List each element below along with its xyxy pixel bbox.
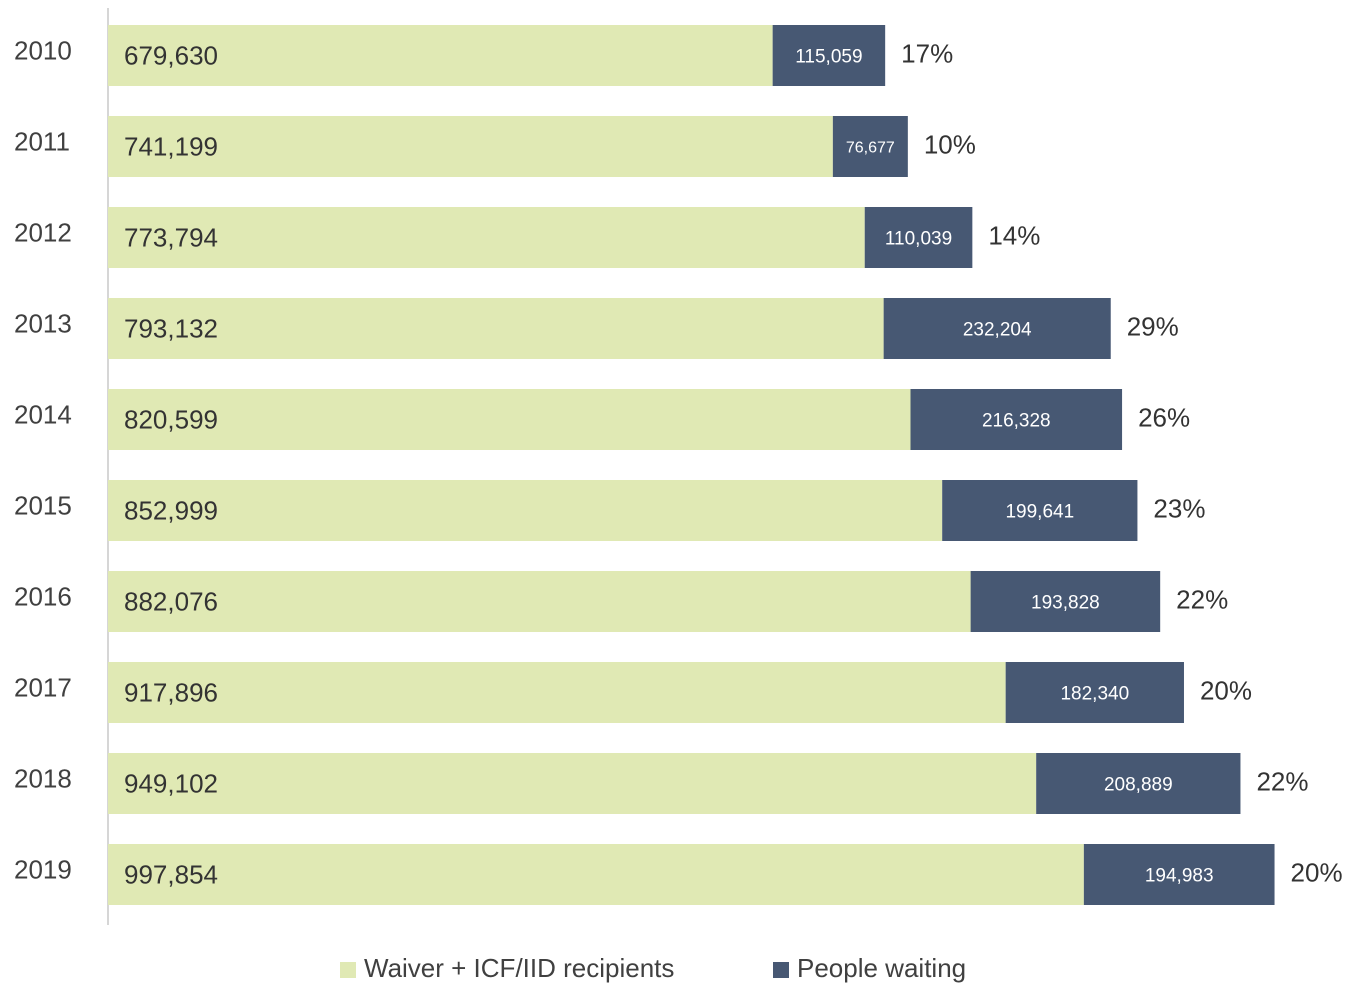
percent-label: 29% <box>1127 311 1179 341</box>
y-tick-label: 2014 <box>14 399 72 429</box>
value-label: 949,102 <box>124 768 218 798</box>
value-label: 193,828 <box>1031 593 1100 614</box>
bar-segment <box>108 389 911 450</box>
y-tick-label: 2013 <box>14 308 72 338</box>
bar-segment <box>108 571 971 632</box>
bar-segment <box>108 207 865 268</box>
value-label: 741,199 <box>124 131 218 161</box>
bar-segment <box>108 662 1006 723</box>
value-label: 793,132 <box>124 313 218 343</box>
percent-label: 14% <box>988 220 1040 250</box>
y-tick-label: 2010 <box>14 35 72 65</box>
y-tick-label: 2015 <box>14 490 72 520</box>
value-label: 194,983 <box>1145 866 1214 887</box>
bar-segment <box>108 753 1037 814</box>
percent-label: 10% <box>924 129 976 159</box>
value-label: 110,039 <box>885 229 952 250</box>
value-label: 997,854 <box>124 859 218 889</box>
y-tick-label: 2018 <box>14 763 72 793</box>
bar-segment <box>108 844 1084 905</box>
value-label: 232,204 <box>963 320 1032 341</box>
bar-segment <box>942 480 1138 541</box>
bar-segment <box>883 298 1111 359</box>
percent-label: 22% <box>1256 766 1308 796</box>
y-tick-label: 2019 <box>14 854 72 884</box>
percent-label: 20% <box>1200 675 1252 705</box>
percent-label: 26% <box>1138 402 1190 432</box>
percent-label: 20% <box>1291 857 1343 887</box>
legend-label: Waiver + ICF/IID recipients <box>364 953 674 983</box>
y-tick-label: 2012 <box>14 217 72 247</box>
legend-label: People waiting <box>797 953 966 983</box>
y-tick-label: 2017 <box>14 672 72 702</box>
bar-segment <box>108 298 884 359</box>
bar-segment <box>1083 844 1275 905</box>
value-label: 773,794 <box>124 222 218 252</box>
value-label: 76,677 <box>846 140 895 157</box>
bar-segment <box>910 389 1123 450</box>
bar-segment <box>108 116 833 177</box>
bar-segment <box>772 25 886 86</box>
bar-segment <box>108 25 773 86</box>
percent-label: 17% <box>901 38 953 68</box>
value-label: 917,896 <box>124 677 218 707</box>
y-tick-label: 2016 <box>14 581 72 611</box>
legend-swatch <box>773 962 789 978</box>
y-tick-label: 2011 <box>14 126 70 156</box>
value-label: 182,340 <box>1060 684 1129 705</box>
bar-segment <box>970 571 1161 632</box>
value-label: 820,599 <box>124 404 218 434</box>
value-label: 115,059 <box>795 47 862 68</box>
value-label: 679,630 <box>124 40 218 70</box>
bar-segment <box>1036 753 1241 814</box>
percent-label: 23% <box>1153 493 1205 523</box>
bar-segment <box>864 207 973 268</box>
legend-swatch <box>340 962 356 978</box>
value-label: 208,889 <box>1104 775 1173 796</box>
value-label: 216,328 <box>982 411 1051 432</box>
bar-segment <box>108 480 943 541</box>
bar-segment <box>1005 662 1184 723</box>
value-label: 852,999 <box>124 495 218 525</box>
bar-segment <box>832 116 908 177</box>
value-label: 882,076 <box>124 586 218 616</box>
percent-label: 22% <box>1176 584 1228 614</box>
value-label: 199,641 <box>1005 502 1074 523</box>
